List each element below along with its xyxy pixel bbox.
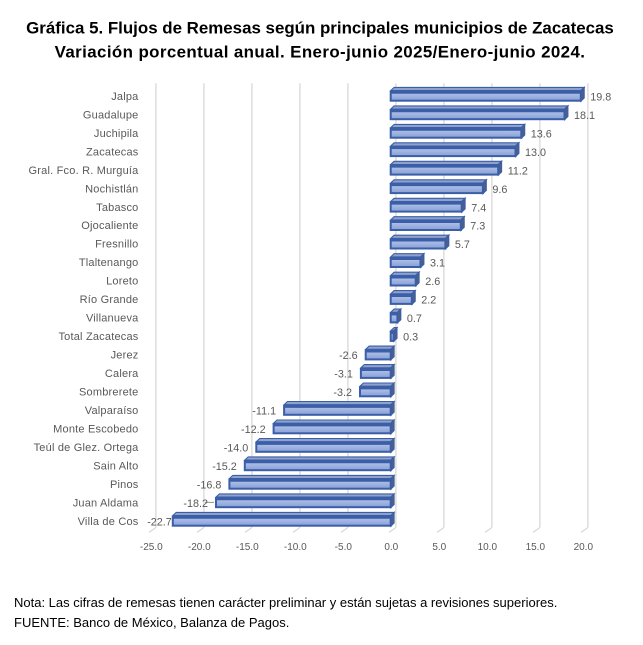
svg-text:-20.0: -20.0 [188,542,211,553]
svg-text:Loreto: Loreto [106,276,138,288]
svg-text:Calera: Calera [105,368,139,380]
svg-text:-16.8: -16.8 [197,479,222,491]
svg-text:11.2: 11.2 [508,165,528,177]
svg-text:7.4: 7.4 [471,202,486,214]
svg-text:-3.1: -3.1 [334,369,353,381]
svg-text:-15.2: -15.2 [212,461,237,473]
svg-text:Nochistlán: Nochistlán [85,183,138,195]
svg-text:-12.2: -12.2 [241,424,266,436]
svg-text:Gral. Fco. R. Murguía: Gral. Fco. R. Murguía [29,165,140,177]
svg-text:Monte Escobedo: Monte Escobedo [53,424,138,436]
svg-text:7.3: 7.3 [470,221,485,233]
svg-text:Pinos: Pinos [110,479,139,491]
svg-text:-15.0: -15.0 [236,542,259,553]
svg-text:Tlaltenango: Tlaltenango [79,257,139,269]
svg-text:Sombrerete: Sombrerete [79,387,138,399]
svg-text:3.1: 3.1 [430,258,445,270]
svg-text:Juchipila: Juchipila [94,128,139,140]
svg-text:-10.0: -10.0 [284,542,307,553]
svg-text:Variación porcentual anual. En: Variación porcentual anual. Enero-junio … [55,43,586,62]
svg-text:-18.2: -18.2 [183,498,208,510]
svg-text:Nota: Las cifras de remesas ti: Nota: Las cifras de remesas tienen carác… [14,595,557,610]
svg-text:-11.1: -11.1 [252,406,276,418]
svg-text:2.2: 2.2 [421,295,436,307]
svg-text:19.8: 19.8 [590,91,611,103]
svg-text:Valparaíso: Valparaíso [85,405,139,417]
svg-text:Sain Alto: Sain Alto [93,460,138,472]
svg-text:Río Grande: Río Grande [80,294,139,306]
svg-text:2.6: 2.6 [425,276,440,288]
svg-text:5.0: 5.0 [432,542,446,553]
svg-text:Total Zacatecas: Total Zacatecas [58,331,138,343]
svg-text:Guadalupe: Guadalupe [83,109,139,121]
svg-text:Gráfica 5. Flujos de Remesas s: Gráfica 5. Flujos de Remesas según princ… [26,19,614,38]
svg-text:Juan Aldama: Juan Aldama [73,497,139,509]
svg-text:-2.6: -2.6 [339,350,358,362]
svg-text:-5.0: -5.0 [335,542,353,553]
svg-text:Teúl de Glez. Ortega: Teúl de Glez. Ortega [34,442,140,454]
svg-text:-14.0: -14.0 [224,443,249,455]
svg-text:5.7: 5.7 [455,239,470,251]
svg-text:0.0: 0.0 [384,542,398,553]
svg-text:15.0: 15.0 [526,542,546,553]
svg-text:FUENTE: Banco de México, Balan: FUENTE: Banco de México, Balanza de Pago… [14,615,289,630]
svg-text:Zacatecas: Zacatecas [86,146,139,158]
svg-text:9.6: 9.6 [492,184,507,196]
svg-text:0.3: 0.3 [403,332,418,344]
svg-text:-22.7: -22.7 [147,516,172,528]
svg-text:18.1: 18.1 [574,110,595,122]
svg-text:10.0: 10.0 [478,542,498,553]
svg-text:-3.2: -3.2 [333,387,352,399]
svg-text:Villa de Cos: Villa de Cos [78,516,139,528]
svg-text:20.0: 20.0 [574,542,594,553]
svg-text:Villanueva: Villanueva [86,313,139,325]
svg-text:Jerez: Jerez [111,350,139,362]
svg-text:13.0: 13.0 [525,147,546,159]
svg-text:Fresnillo: Fresnillo [95,239,138,251]
svg-text:Jalpa: Jalpa [111,91,139,103]
svg-text:-25.0: -25.0 [140,542,163,553]
svg-text:0.7: 0.7 [407,313,422,325]
svg-text:Tabasco: Tabasco [96,202,138,214]
svg-text:Ojocaliente: Ojocaliente [81,220,138,232]
svg-text:13.6: 13.6 [531,128,552,140]
